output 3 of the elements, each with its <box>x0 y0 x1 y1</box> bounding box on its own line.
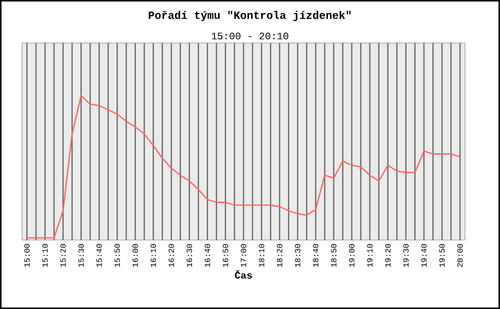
x-axis-title: Čas <box>234 270 252 279</box>
chart-subtitle: 15:00 - 20:10 <box>212 32 288 40</box>
chart-title: Pořadí týmu "Kontrola jízdenek" <box>148 10 351 22</box>
